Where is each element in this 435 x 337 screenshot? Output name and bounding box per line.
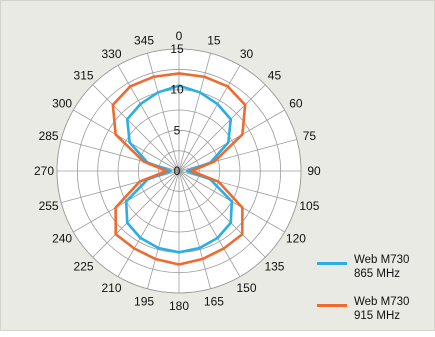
grid-spoke-300 (73, 109, 180, 172)
grid-spoke-165 (178, 170, 211, 289)
legend-label-915: Web M730 915 MHz (354, 296, 410, 322)
angle-tick-label-315: 315 (74, 69, 94, 83)
grid-spoke-225 (92, 170, 180, 258)
angle-tick-label-195: 195 (134, 294, 154, 308)
grid-spoke-15 (178, 53, 211, 172)
angle-tick-label-255: 255 (39, 199, 59, 213)
polar-grid (56, 48, 302, 294)
legend: Web M730 865 MHz Web M730 915 MHz (317, 253, 435, 337)
angle-tick-label-180: 180 (169, 299, 189, 313)
grid-spoke-330 (117, 65, 180, 172)
angle-tick-label-345: 345 (134, 34, 154, 48)
angle-tick-label-45: 45 (268, 69, 282, 83)
angle-tick-label-330: 330 (101, 47, 121, 61)
angle-tick-label-90: 90 (307, 164, 321, 178)
angle-tick-label-60: 60 (289, 97, 303, 111)
angle-tick-label-210: 210 (101, 281, 121, 295)
angle-tick-label-75: 75 (303, 129, 317, 143)
grid-spoke-195 (147, 170, 180, 289)
grid-spoke-60 (178, 109, 285, 172)
radial-tick-label-0: 0 (174, 164, 181, 178)
grid-spoke-210 (117, 170, 180, 277)
angle-tick-label-120: 120 (286, 232, 306, 246)
angle-tick-label-225: 225 (74, 259, 94, 273)
polar-chart: 0 153045607590105120135150165180195210225… (34, 29, 321, 313)
radial-tick-label-10: 10 (170, 83, 184, 97)
grid-spoke-135 (178, 170, 266, 258)
legend-label-865: Web M730 865 MHz (354, 254, 410, 280)
angle-tick-label-270: 270 (34, 164, 54, 178)
series-layer (111, 72, 247, 266)
grid-spoke-30 (178, 65, 241, 172)
legend-swatch-865 (317, 262, 347, 265)
legend-swatch-915 (317, 304, 347, 307)
radial-tick-label-15: 15 (170, 42, 184, 56)
grid-spoke-45 (178, 84, 266, 172)
grid-spoke-150 (178, 170, 241, 277)
angle-tick-label-300: 300 (52, 97, 72, 111)
angle-tick-label-135: 135 (264, 259, 284, 273)
angle-tick-label-150: 150 (236, 281, 256, 295)
series-line-0 (124, 84, 234, 254)
angle-tick-label-240: 240 (52, 232, 72, 246)
grid-spoke-345 (147, 53, 180, 172)
angle-tick-label-285: 285 (39, 129, 59, 143)
angle-tick-label-0: 0 (176, 29, 183, 43)
radial-tick-label-5: 5 (174, 123, 181, 137)
legend-item-865: Web M730 865 MHz (317, 253, 435, 287)
grid-spoke-315 (92, 84, 180, 172)
angle-tick-label-165: 165 (204, 294, 224, 308)
angle-tick-label-105: 105 (299, 199, 319, 213)
legend-item-915: Web M730 915 MHz (317, 295, 435, 329)
angle-tick-label-15: 15 (207, 34, 221, 48)
axis-labels: 0 153045607590105120135150165180195210225… (34, 29, 321, 313)
angle-tick-label-30: 30 (240, 47, 254, 61)
series-line-1 (111, 72, 247, 266)
